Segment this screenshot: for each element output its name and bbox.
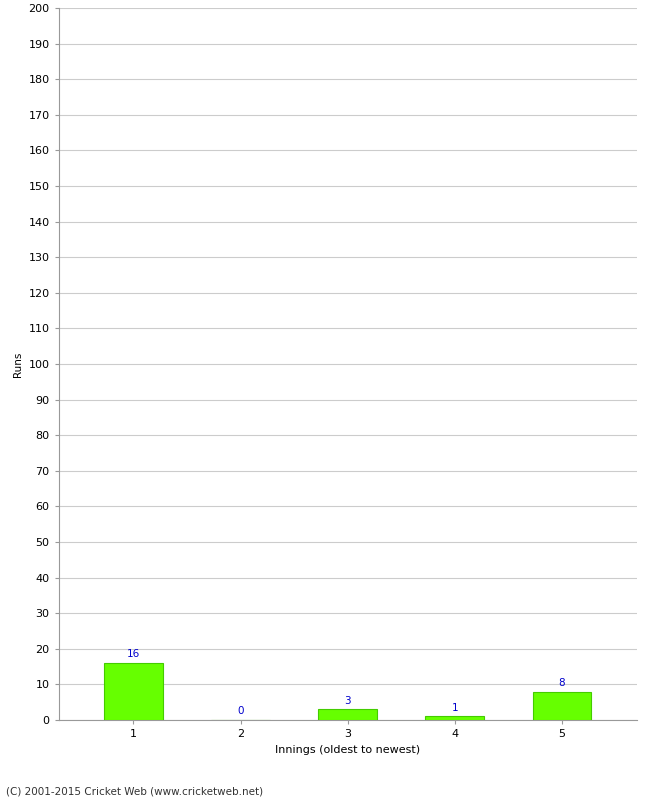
Text: 0: 0 [237, 706, 244, 717]
X-axis label: Innings (oldest to newest): Innings (oldest to newest) [275, 745, 421, 754]
Text: (C) 2001-2015 Cricket Web (www.cricketweb.net): (C) 2001-2015 Cricket Web (www.cricketwe… [6, 786, 264, 796]
Bar [318, 710, 377, 720]
Y-axis label: Runs: Runs [13, 351, 23, 377]
Text: 16: 16 [127, 650, 140, 659]
Text: 3: 3 [344, 696, 351, 706]
Bar [104, 663, 163, 720]
Bar [532, 691, 592, 720]
Text: 1: 1 [452, 703, 458, 713]
Text: 8: 8 [559, 678, 566, 688]
Bar [425, 717, 484, 720]
